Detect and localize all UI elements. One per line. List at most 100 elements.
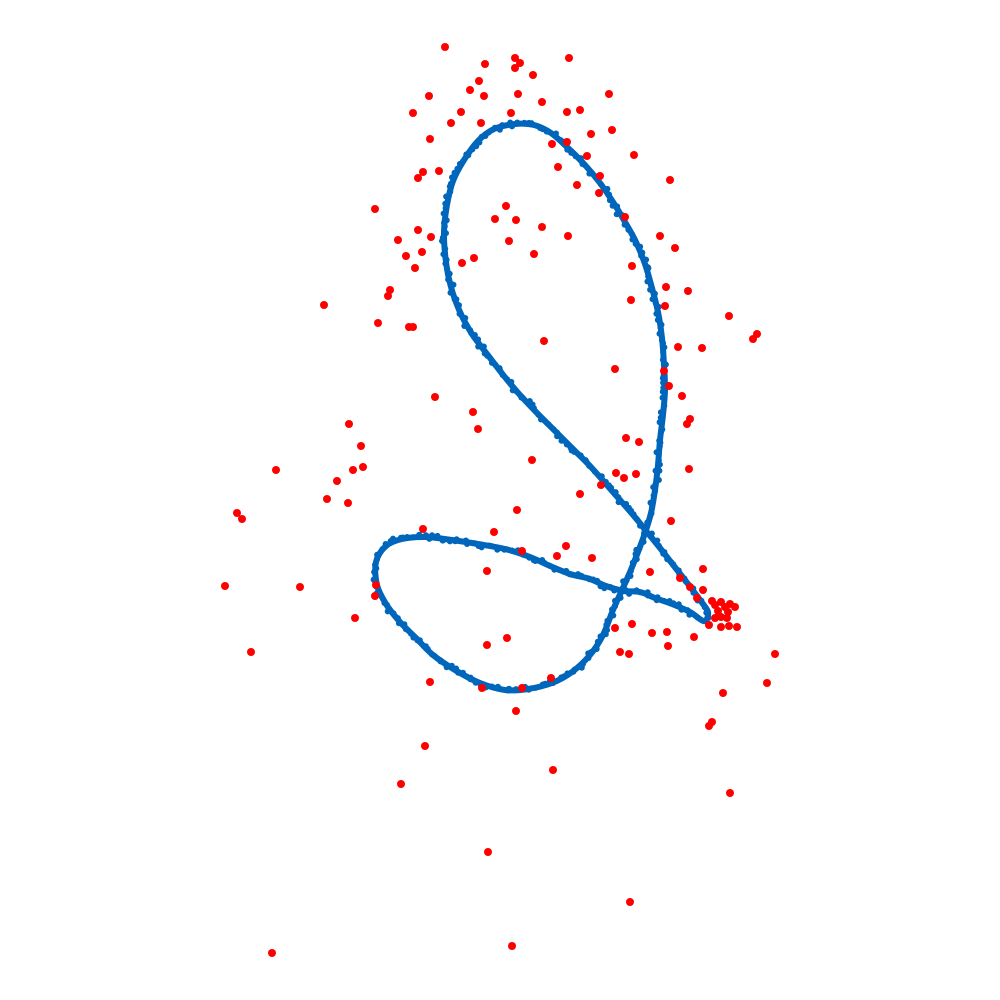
curve-sample-point (686, 611, 693, 618)
scatter-series (221, 43, 779, 957)
curve-sample-point (469, 146, 476, 153)
curve-sample-point (397, 534, 404, 541)
curve-sample-point (467, 676, 474, 683)
scatter-point (508, 942, 516, 950)
curve-sample-point (442, 205, 449, 212)
curve-sample-point (701, 618, 707, 625)
scatter-point (611, 365, 619, 373)
curve-sample-point (656, 437, 663, 444)
curve-sample-point (553, 130, 559, 137)
curve-sample-point (378, 593, 385, 599)
curve-sample-point (456, 310, 463, 317)
scatter-point (699, 565, 707, 573)
curve-sample-point (499, 122, 506, 129)
curve-sample-point (701, 604, 708, 611)
scatter-point (608, 126, 616, 134)
curve-sample-point (660, 349, 667, 356)
curve-sample-point (629, 236, 636, 243)
curve-sample-point (492, 361, 499, 368)
scatter-point (564, 232, 572, 240)
curve-sample-point (633, 587, 640, 594)
curve-sample-point (629, 559, 636, 566)
scatter-point (583, 152, 591, 160)
curve-sample-point (461, 323, 468, 329)
scatter-point (711, 601, 719, 609)
curve-sample-point (472, 679, 479, 686)
scatter-point (419, 525, 427, 533)
curve-sample-point (611, 587, 618, 594)
scatter-point (371, 592, 379, 600)
scatter-point (394, 236, 402, 244)
curve-sample-point (639, 249, 646, 256)
scatter-point (612, 469, 620, 477)
curve-sample-point (644, 519, 651, 526)
curve-sample-point (383, 601, 390, 608)
curve-sample-point (627, 568, 634, 575)
curve-sample-point (586, 576, 593, 583)
curve-sample-point (554, 433, 561, 440)
scatter-point (540, 337, 548, 345)
curve-sample-point (394, 615, 401, 622)
scatter-point (573, 181, 581, 189)
scatter-point (726, 789, 734, 797)
curve-sample-point (424, 646, 431, 652)
scatter-point (632, 470, 640, 478)
curve-sample-point (446, 270, 453, 277)
scatter-point (481, 60, 489, 68)
curve-sample-point (682, 578, 689, 584)
curve-sample-point (494, 546, 501, 553)
curve-sample-point (627, 573, 634, 579)
scatter-point (749, 335, 757, 343)
curve-sample-point (647, 286, 654, 293)
scatter-point (512, 707, 520, 715)
curve-sample-point (678, 606, 685, 613)
curve-sample-point (661, 598, 668, 604)
curve-sample-point (625, 226, 632, 233)
curve-sample-point (440, 210, 447, 217)
scatter-point (686, 583, 694, 591)
curve-sample-point (456, 302, 462, 309)
curve-sample-point (434, 532, 441, 539)
curve-sample-point (462, 537, 469, 544)
curve-sample-point (437, 658, 444, 665)
scatter-point (397, 780, 405, 788)
scatter-point (529, 71, 537, 79)
scatter-point (538, 223, 546, 231)
curve-sample-point (532, 684, 539, 691)
curve-sample-point (656, 330, 663, 337)
curve-sample-point (450, 281, 457, 288)
scatter-point (717, 613, 725, 621)
curve-sample-point (499, 372, 506, 378)
curve-sample-point (484, 352, 491, 359)
scatter-point (414, 174, 422, 182)
curve-sample-point (579, 161, 586, 167)
curve-sample-point (416, 637, 423, 644)
curve-sample-point (509, 547, 516, 554)
curve-sample-point (519, 394, 526, 401)
curve-sample-point (558, 437, 565, 444)
curve-sample-point (448, 662, 455, 669)
scatter-point (705, 621, 713, 629)
curve-sample-point (656, 467, 663, 474)
scatter-point (357, 442, 365, 450)
curve-sample-point (585, 655, 592, 661)
scatter-point (621, 213, 629, 221)
curve-sample-point (537, 125, 543, 131)
curve-sample-point (501, 546, 508, 553)
scatter-point (490, 528, 498, 536)
scatter-point (483, 641, 491, 649)
scatter-point (548, 140, 556, 148)
scatter-point (664, 642, 672, 650)
curve-sample-point (644, 589, 651, 596)
curve-sample-point (586, 170, 593, 177)
scatter-point (516, 59, 524, 67)
scatter-point (771, 650, 779, 658)
scatter-point (238, 515, 246, 523)
scatter-point (714, 607, 722, 615)
scatter-point (667, 517, 675, 525)
curve-sample-point (577, 155, 584, 162)
scatter-point (685, 465, 693, 473)
scatter-point (663, 628, 671, 636)
scatter-point (683, 420, 691, 428)
scatter-point (349, 466, 357, 474)
